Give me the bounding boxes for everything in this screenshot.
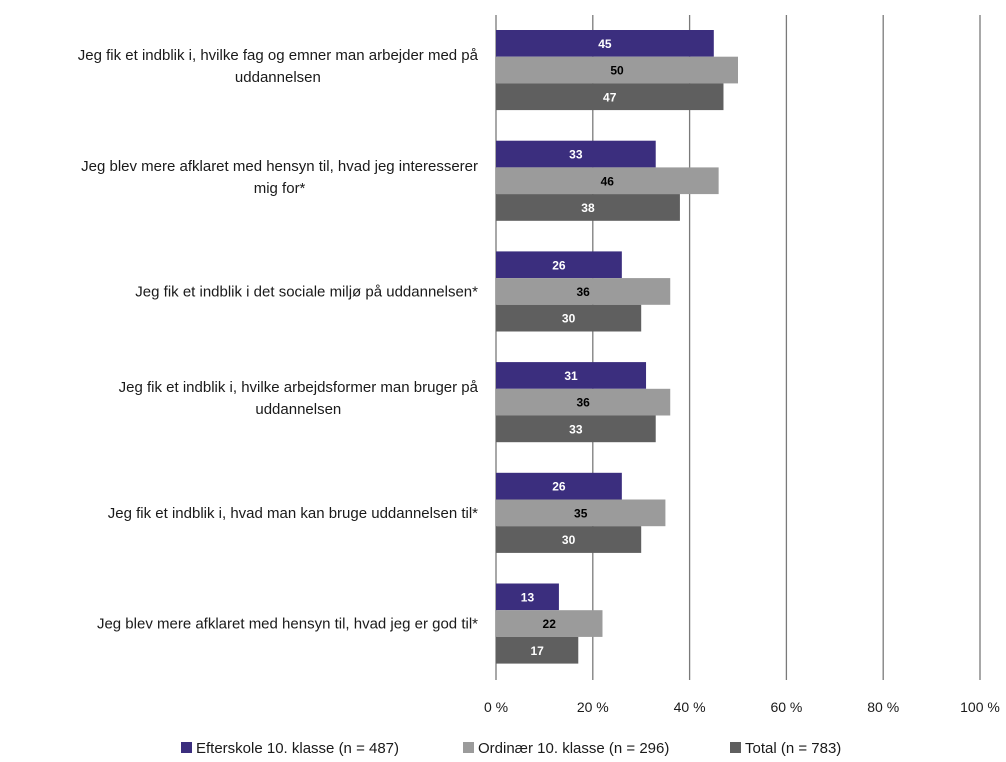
category-label-2-line-0: Jeg fik et indblik i det sociale miljø p… (135, 283, 478, 300)
value-label-series1-cat3: 36 (576, 396, 590, 410)
category-label-4-line-0: Jeg fik et indblik i, hvad man kan bruge… (108, 505, 478, 522)
category-label-3-line-1: uddannelsen (255, 401, 341, 418)
bar-series1-cat4 (496, 499, 666, 527)
bar-series1-cat1 (496, 167, 719, 195)
legend-label-1: Ordinær 10. klasse (n = 296) (478, 740, 669, 757)
value-label-series0-cat1: 33 (569, 148, 583, 162)
tick-label-60: 60 % (770, 699, 802, 715)
x-axis-ticks: 0 % 20 % 40 % 60 % 80 % 100 % (484, 699, 1000, 715)
bar-series1-cat0 (496, 56, 738, 84)
category-labels: Jeg fik et indblik i, hvilke fag og emne… (78, 47, 479, 633)
bar-series2-cat4 (496, 526, 642, 553)
category-label-1-line-1: mig for* (254, 180, 306, 197)
value-label-series1-cat5: 22 (543, 617, 557, 631)
bar-series2-cat3 (496, 415, 656, 443)
value-label-series1-cat0: 50 (610, 64, 624, 78)
gridlines (495, 15, 981, 680)
legend-label-2: Total (n = 783) (745, 740, 841, 757)
bar-series2-cat2 (496, 304, 642, 332)
bar-series0-cat4 (496, 472, 622, 500)
bar-series1-cat3 (496, 388, 671, 416)
bar-series0-cat5 (496, 583, 559, 611)
tick-label-0: 0 % (484, 699, 508, 715)
tick-label-100: 100 % (960, 699, 1000, 715)
bar-series0-cat2 (496, 251, 622, 279)
value-label-series0-cat3: 31 (564, 369, 578, 383)
category-label-3-line-0: Jeg fik et indblik i, hvilke arbejdsform… (119, 379, 479, 396)
bar-series2-cat5 (496, 636, 579, 664)
value-label-series1-cat2: 36 (576, 285, 590, 299)
tick-label-40: 40 % (674, 699, 706, 715)
value-label-series0-cat5: 13 (521, 590, 535, 604)
value-label-series2-cat5: 17 (530, 644, 544, 658)
value-label-series0-cat2: 26 (552, 258, 566, 272)
value-label-series2-cat0: 47 (603, 90, 617, 104)
bar-series2-cat1 (496, 194, 680, 221)
legend-label-0: Efterskole 10. klasse (n = 487) (196, 740, 399, 757)
value-label-series2-cat2: 30 (562, 312, 576, 326)
value-label-series1-cat1: 46 (601, 174, 615, 188)
value-label-series0-cat0: 45 (598, 37, 612, 51)
value-label-series1-cat4: 35 (574, 506, 588, 520)
bar-series1-cat2 (496, 278, 671, 305)
bar-series0-cat3 (496, 362, 647, 389)
value-label-series2-cat1: 38 (581, 201, 595, 215)
legend-swatch-1 (463, 742, 474, 753)
category-label-0-line-1: uddannelsen (235, 69, 321, 86)
tick-label-20: 20 % (577, 699, 609, 715)
category-label-5-line-0: Jeg blev mere afklaret med hensyn til, h… (97, 616, 478, 633)
bar-series0-cat0 (496, 30, 714, 57)
value-label-series2-cat3: 33 (569, 422, 583, 436)
value-label-series2-cat4: 30 (562, 533, 576, 547)
tick-label-80: 80 % (867, 699, 899, 715)
legend: Efterskole 10. klasse (n = 487) Ordinær 1… (181, 740, 841, 757)
legend-swatch-0 (181, 742, 192, 753)
category-label-0-line-0: Jeg fik et indblik i, hvilke fag og emne… (78, 47, 479, 64)
bar-series1-cat5 (496, 610, 603, 637)
bar-series2-cat0 (496, 83, 724, 111)
category-label-1-line-0: Jeg blev mere afklaret med hensyn til, h… (81, 158, 478, 175)
bar-series0-cat1 (496, 140, 656, 168)
value-label-series0-cat4: 26 (552, 480, 566, 494)
legend-swatch-2 (730, 742, 741, 753)
